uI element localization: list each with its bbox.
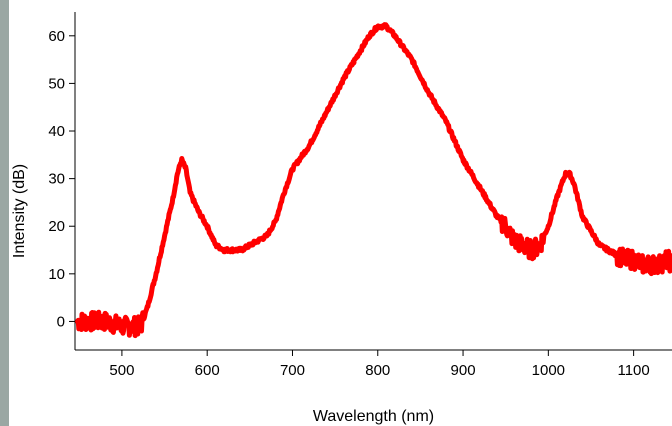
x-tick-label: 700 [280,362,305,379]
left-edge-strip [0,0,9,426]
x-tick-label: 800 [365,362,390,379]
x-tick-label: 1100 [617,362,649,379]
x-tick-label: 600 [195,362,220,379]
series-layer [75,22,672,339]
x-tick-label: 500 [109,362,134,379]
y-tick-label: 30 [48,171,65,188]
y-tick-label: 10 [48,266,65,283]
x-tick-label: 1000 [532,362,565,379]
y-ticks: 0 10 20 30 40 50 60 [48,28,75,330]
series-line [75,22,672,339]
x-tick-label: 900 [451,362,476,379]
y-tick-label: 60 [48,28,65,45]
x-axis-title: Wavelength (nm) [313,408,434,425]
x-ticks: 500 600 700 800 900 1000 1100 [109,350,650,379]
y-tick-label: 50 [48,75,65,92]
y-tick-label: 40 [48,123,65,140]
y-tick-label: 0 [57,313,65,330]
y-tick-label: 20 [48,218,65,235]
y-axis-title: Intensity (dB) [11,164,28,258]
